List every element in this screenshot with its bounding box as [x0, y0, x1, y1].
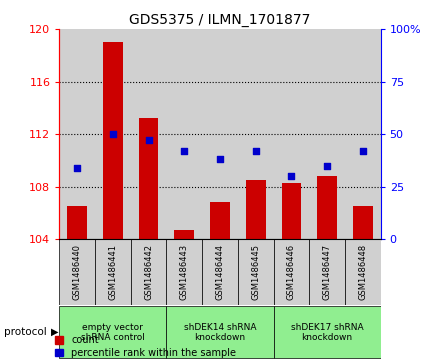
Point	[145, 138, 152, 143]
Text: GSM1486444: GSM1486444	[216, 244, 224, 300]
Text: GSM1486442: GSM1486442	[144, 244, 153, 300]
Bar	[59, 239, 95, 305]
Bar	[202, 29, 238, 239]
Legend: count, percentile rank within the sample: count, percentile rank within the sample	[55, 335, 236, 358]
Bar	[166, 306, 274, 358]
Bar	[59, 306, 166, 358]
Text: GSM1486445: GSM1486445	[251, 244, 260, 300]
Bar	[166, 239, 202, 305]
Point	[323, 163, 330, 168]
Bar	[95, 239, 131, 305]
Text: empty vector
shRNA control: empty vector shRNA control	[81, 323, 145, 342]
Bar	[317, 176, 337, 239]
Bar	[309, 29, 345, 239]
Bar	[166, 29, 202, 239]
Point	[216, 156, 224, 162]
Bar	[238, 29, 274, 239]
Text: GSM1486446: GSM1486446	[287, 244, 296, 300]
Text: shDEK17 shRNA
knockdown: shDEK17 shRNA knockdown	[291, 323, 363, 342]
Bar	[238, 239, 274, 305]
Point	[252, 148, 259, 154]
Text: GSM1486448: GSM1486448	[358, 244, 367, 300]
Bar	[131, 29, 166, 239]
Point	[74, 165, 81, 171]
Bar	[353, 207, 373, 239]
Bar	[95, 29, 131, 239]
Bar	[274, 239, 309, 305]
Bar	[210, 203, 230, 239]
Bar	[131, 239, 166, 305]
Point	[181, 148, 188, 154]
Bar	[103, 42, 123, 239]
Bar	[59, 29, 95, 239]
Text: protocol: protocol	[4, 327, 47, 337]
Bar	[139, 118, 158, 239]
Bar	[175, 230, 194, 239]
Bar	[345, 239, 381, 305]
Title: GDS5375 / ILMN_1701877: GDS5375 / ILMN_1701877	[129, 13, 311, 26]
Bar	[274, 306, 381, 358]
Point	[288, 173, 295, 179]
Text: GSM1486443: GSM1486443	[180, 244, 189, 300]
Point	[359, 148, 366, 154]
Bar	[345, 29, 381, 239]
Bar	[246, 180, 265, 239]
Text: GSM1486440: GSM1486440	[73, 244, 82, 300]
Text: ▶: ▶	[51, 327, 58, 337]
Bar	[309, 239, 345, 305]
Bar	[282, 183, 301, 239]
Text: shDEK14 shRNA
knockdown: shDEK14 shRNA knockdown	[184, 323, 256, 342]
Bar	[67, 207, 87, 239]
Bar	[202, 239, 238, 305]
Point	[110, 131, 117, 137]
Text: GSM1486447: GSM1486447	[323, 244, 332, 300]
Bar	[274, 29, 309, 239]
Text: GSM1486441: GSM1486441	[108, 244, 117, 300]
